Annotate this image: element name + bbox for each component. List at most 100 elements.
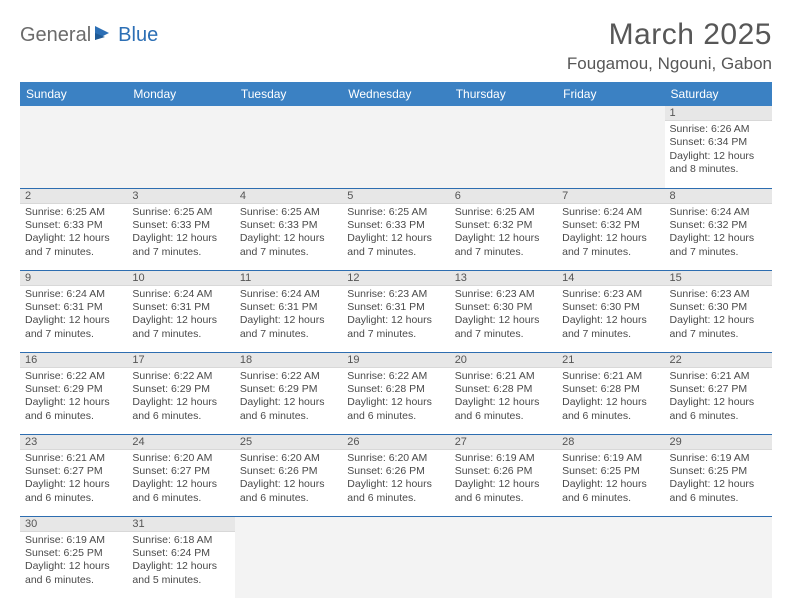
calendar-cell: 30Sunrise: 6:19 AMSunset: 6:25 PMDayligh… bbox=[20, 516, 127, 598]
calendar-cell: 16Sunrise: 6:22 AMSunset: 6:29 PMDayligh… bbox=[20, 352, 127, 434]
calendar-cell: 29Sunrise: 6:19 AMSunset: 6:25 PMDayligh… bbox=[665, 434, 772, 516]
header: General Blue March 2025 Fougamou, Ngouni… bbox=[20, 18, 772, 74]
calendar-cell: 23Sunrise: 6:21 AMSunset: 6:27 PMDayligh… bbox=[20, 434, 127, 516]
calendar-cell: 9Sunrise: 6:24 AMSunset: 6:31 PMDaylight… bbox=[20, 270, 127, 352]
calendar-row: 30Sunrise: 6:19 AMSunset: 6:25 PMDayligh… bbox=[20, 516, 772, 598]
calendar-row: 2Sunrise: 6:25 AMSunset: 6:33 PMDaylight… bbox=[20, 188, 772, 270]
day-content: Sunrise: 6:25 AMSunset: 6:32 PMDaylight:… bbox=[450, 204, 557, 263]
day-content: Sunrise: 6:22 AMSunset: 6:29 PMDaylight:… bbox=[127, 368, 234, 427]
day-number: 15 bbox=[665, 271, 772, 286]
calendar-table: Sunday Monday Tuesday Wednesday Thursday… bbox=[20, 82, 772, 598]
weekday-header: Wednesday bbox=[342, 82, 449, 106]
day-number: 16 bbox=[20, 353, 127, 368]
day-content: Sunrise: 6:19 AMSunset: 6:25 PMDaylight:… bbox=[557, 450, 664, 509]
day-content: Sunrise: 6:18 AMSunset: 6:24 PMDaylight:… bbox=[127, 532, 234, 591]
calendar-cell: 17Sunrise: 6:22 AMSunset: 6:29 PMDayligh… bbox=[127, 352, 234, 434]
calendar-cell: 18Sunrise: 6:22 AMSunset: 6:29 PMDayligh… bbox=[235, 352, 342, 434]
calendar-cell bbox=[235, 106, 342, 188]
day-number: 22 bbox=[665, 353, 772, 368]
weekday-header: Saturday bbox=[665, 82, 772, 106]
day-number: 24 bbox=[127, 435, 234, 450]
calendar-cell: 15Sunrise: 6:23 AMSunset: 6:30 PMDayligh… bbox=[665, 270, 772, 352]
calendar-cell: 8Sunrise: 6:24 AMSunset: 6:32 PMDaylight… bbox=[665, 188, 772, 270]
day-content: Sunrise: 6:20 AMSunset: 6:26 PMDaylight:… bbox=[342, 450, 449, 509]
calendar-cell bbox=[20, 106, 127, 188]
day-number: 19 bbox=[342, 353, 449, 368]
calendar-cell bbox=[342, 106, 449, 188]
day-number: 3 bbox=[127, 189, 234, 204]
calendar-cell: 24Sunrise: 6:20 AMSunset: 6:27 PMDayligh… bbox=[127, 434, 234, 516]
weekday-header: Sunday bbox=[20, 82, 127, 106]
day-number: 18 bbox=[235, 353, 342, 368]
calendar-cell: 6Sunrise: 6:25 AMSunset: 6:32 PMDaylight… bbox=[450, 188, 557, 270]
day-content: Sunrise: 6:19 AMSunset: 6:26 PMDaylight:… bbox=[450, 450, 557, 509]
calendar-cell: 27Sunrise: 6:19 AMSunset: 6:26 PMDayligh… bbox=[450, 434, 557, 516]
day-number: 25 bbox=[235, 435, 342, 450]
page-subtitle: Fougamou, Ngouni, Gabon bbox=[567, 54, 772, 74]
day-content: Sunrise: 6:23 AMSunset: 6:31 PMDaylight:… bbox=[342, 286, 449, 345]
day-content: Sunrise: 6:20 AMSunset: 6:26 PMDaylight:… bbox=[235, 450, 342, 509]
day-number: 27 bbox=[450, 435, 557, 450]
day-number: 30 bbox=[20, 517, 127, 532]
title-block: March 2025 Fougamou, Ngouni, Gabon bbox=[567, 18, 772, 74]
day-number: 11 bbox=[235, 271, 342, 286]
calendar-cell: 4Sunrise: 6:25 AMSunset: 6:33 PMDaylight… bbox=[235, 188, 342, 270]
calendar-cell: 5Sunrise: 6:25 AMSunset: 6:33 PMDaylight… bbox=[342, 188, 449, 270]
weekday-header: Monday bbox=[127, 82, 234, 106]
day-number: 5 bbox=[342, 189, 449, 204]
flag-icon bbox=[95, 24, 115, 47]
day-content: Sunrise: 6:20 AMSunset: 6:27 PMDaylight:… bbox=[127, 450, 234, 509]
calendar-cell bbox=[450, 106, 557, 188]
calendar-cell bbox=[557, 516, 664, 598]
calendar-row: 1Sunrise: 6:26 AMSunset: 6:34 PMDaylight… bbox=[20, 106, 772, 188]
weekday-header-row: Sunday Monday Tuesday Wednesday Thursday… bbox=[20, 82, 772, 106]
calendar-cell bbox=[235, 516, 342, 598]
calendar-cell bbox=[342, 516, 449, 598]
day-content: Sunrise: 6:22 AMSunset: 6:29 PMDaylight:… bbox=[20, 368, 127, 427]
calendar-cell: 7Sunrise: 6:24 AMSunset: 6:32 PMDaylight… bbox=[557, 188, 664, 270]
day-content: Sunrise: 6:22 AMSunset: 6:29 PMDaylight:… bbox=[235, 368, 342, 427]
day-content: Sunrise: 6:25 AMSunset: 6:33 PMDaylight:… bbox=[20, 204, 127, 263]
day-number: 2 bbox=[20, 189, 127, 204]
day-content: Sunrise: 6:24 AMSunset: 6:31 PMDaylight:… bbox=[235, 286, 342, 345]
calendar-cell: 13Sunrise: 6:23 AMSunset: 6:30 PMDayligh… bbox=[450, 270, 557, 352]
day-content: Sunrise: 6:21 AMSunset: 6:27 PMDaylight:… bbox=[665, 368, 772, 427]
day-number: 28 bbox=[557, 435, 664, 450]
calendar-cell: 10Sunrise: 6:24 AMSunset: 6:31 PMDayligh… bbox=[127, 270, 234, 352]
calendar-cell: 2Sunrise: 6:25 AMSunset: 6:33 PMDaylight… bbox=[20, 188, 127, 270]
calendar-cell: 31Sunrise: 6:18 AMSunset: 6:24 PMDayligh… bbox=[127, 516, 234, 598]
day-number: 21 bbox=[557, 353, 664, 368]
day-number: 8 bbox=[665, 189, 772, 204]
logo: General Blue bbox=[20, 18, 158, 47]
day-content: Sunrise: 6:23 AMSunset: 6:30 PMDaylight:… bbox=[557, 286, 664, 345]
day-number: 23 bbox=[20, 435, 127, 450]
day-content: Sunrise: 6:26 AMSunset: 6:34 PMDaylight:… bbox=[665, 121, 772, 180]
calendar-cell: 12Sunrise: 6:23 AMSunset: 6:31 PMDayligh… bbox=[342, 270, 449, 352]
day-content: Sunrise: 6:24 AMSunset: 6:32 PMDaylight:… bbox=[557, 204, 664, 263]
day-number: 14 bbox=[557, 271, 664, 286]
day-content: Sunrise: 6:25 AMSunset: 6:33 PMDaylight:… bbox=[342, 204, 449, 263]
calendar-cell: 14Sunrise: 6:23 AMSunset: 6:30 PMDayligh… bbox=[557, 270, 664, 352]
page-title: March 2025 bbox=[567, 18, 772, 52]
day-content: Sunrise: 6:21 AMSunset: 6:28 PMDaylight:… bbox=[557, 368, 664, 427]
day-content: Sunrise: 6:23 AMSunset: 6:30 PMDaylight:… bbox=[450, 286, 557, 345]
day-content: Sunrise: 6:22 AMSunset: 6:28 PMDaylight:… bbox=[342, 368, 449, 427]
day-number: 13 bbox=[450, 271, 557, 286]
weekday-header: Friday bbox=[557, 82, 664, 106]
calendar-cell bbox=[127, 106, 234, 188]
day-number: 4 bbox=[235, 189, 342, 204]
calendar-cell bbox=[557, 106, 664, 188]
calendar-cell: 3Sunrise: 6:25 AMSunset: 6:33 PMDaylight… bbox=[127, 188, 234, 270]
calendar-row: 9Sunrise: 6:24 AMSunset: 6:31 PMDaylight… bbox=[20, 270, 772, 352]
calendar-cell: 26Sunrise: 6:20 AMSunset: 6:26 PMDayligh… bbox=[342, 434, 449, 516]
calendar-body: 1Sunrise: 6:26 AMSunset: 6:34 PMDaylight… bbox=[20, 106, 772, 598]
calendar-cell: 11Sunrise: 6:24 AMSunset: 6:31 PMDayligh… bbox=[235, 270, 342, 352]
day-content: Sunrise: 6:21 AMSunset: 6:27 PMDaylight:… bbox=[20, 450, 127, 509]
logo-text-general: General bbox=[20, 24, 91, 47]
weekday-header: Tuesday bbox=[235, 82, 342, 106]
day-content: Sunrise: 6:24 AMSunset: 6:32 PMDaylight:… bbox=[665, 204, 772, 263]
day-number: 6 bbox=[450, 189, 557, 204]
calendar-cell: 22Sunrise: 6:21 AMSunset: 6:27 PMDayligh… bbox=[665, 352, 772, 434]
day-content: Sunrise: 6:25 AMSunset: 6:33 PMDaylight:… bbox=[127, 204, 234, 263]
calendar-cell bbox=[450, 516, 557, 598]
